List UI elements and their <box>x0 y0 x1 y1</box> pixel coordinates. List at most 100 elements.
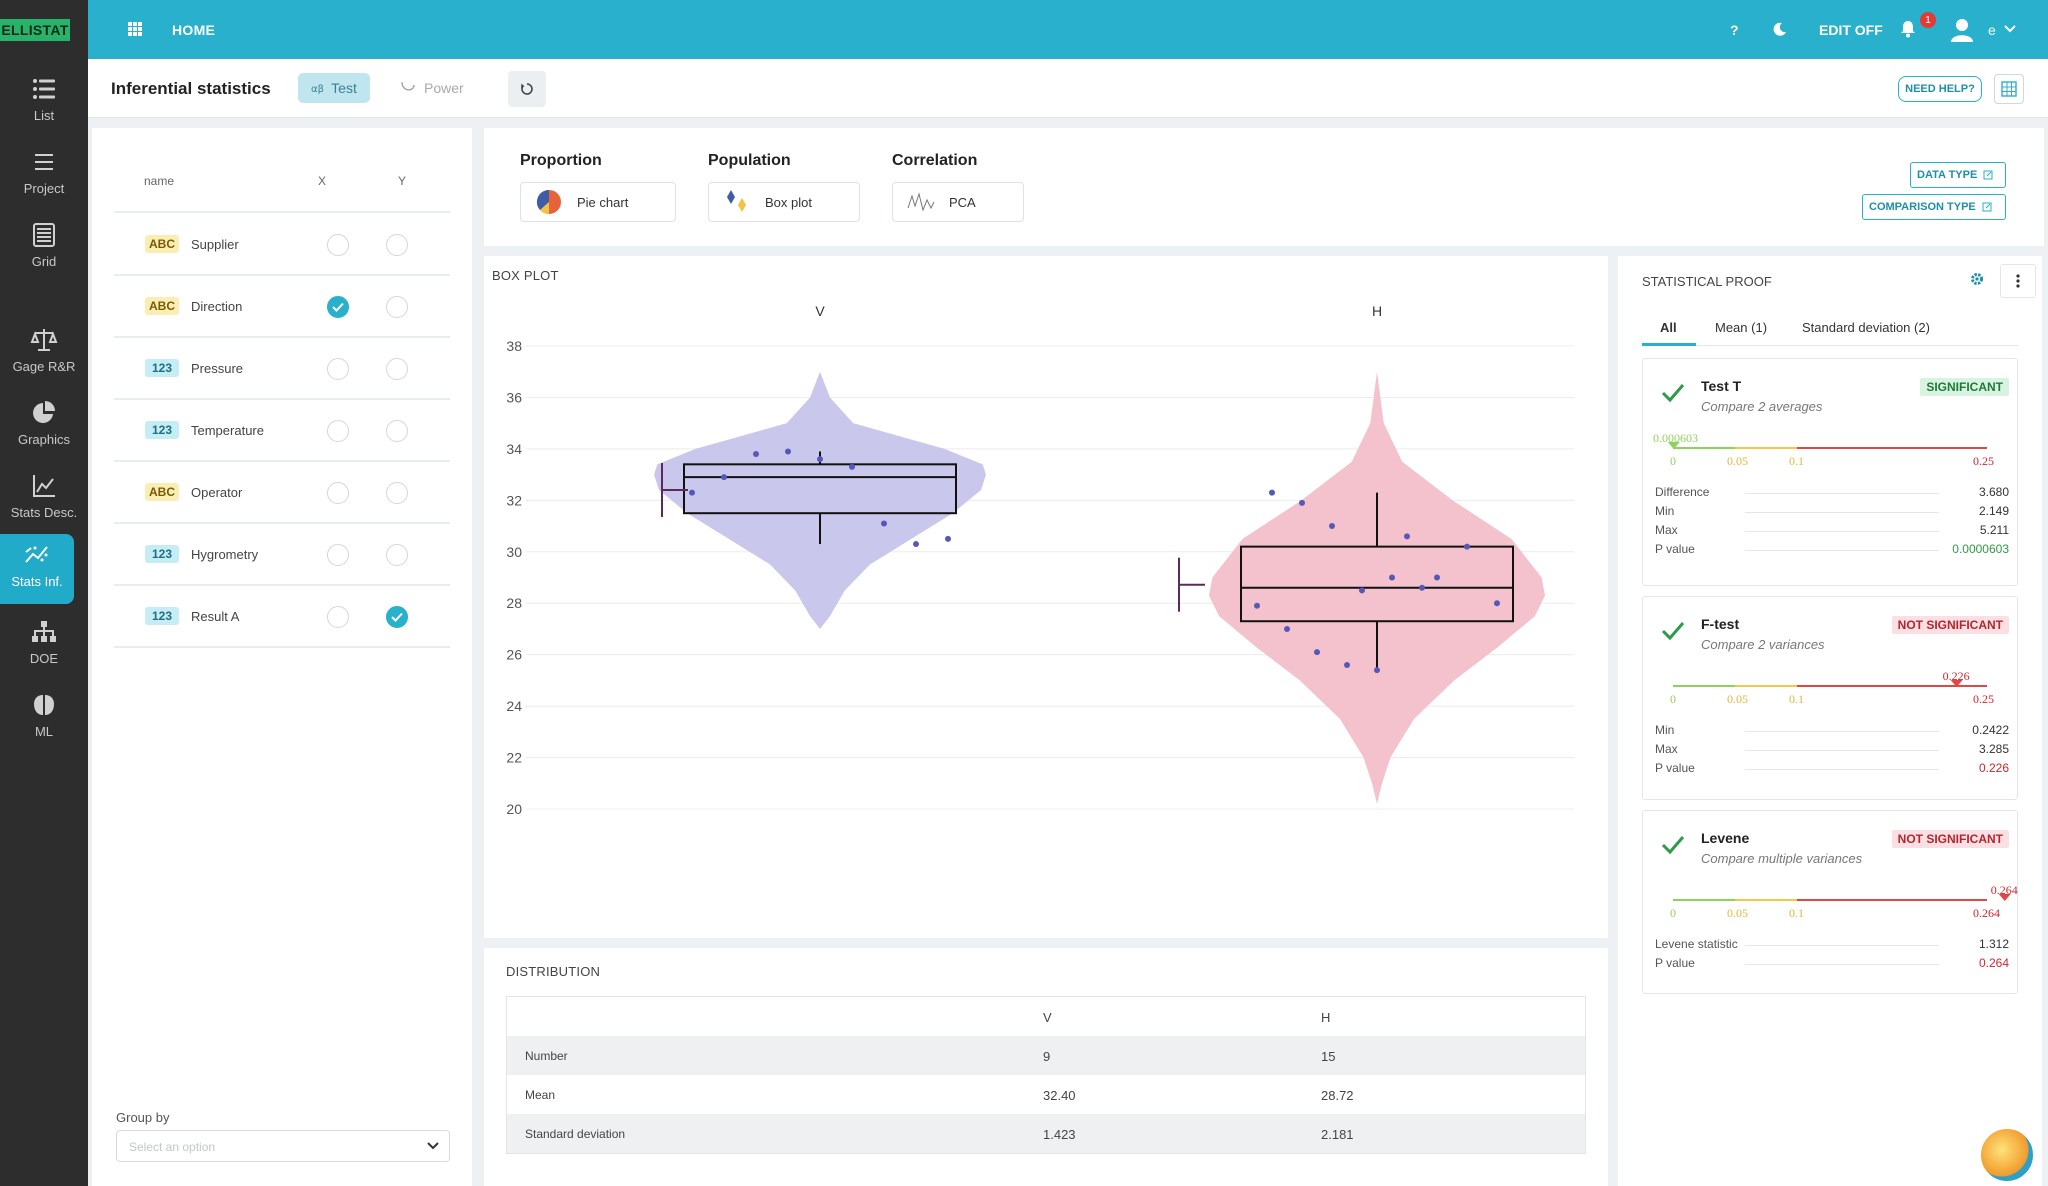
sidebar-item-graphics[interactable]: Graphics <box>0 392 88 462</box>
verdict-badge: SIGNIFICANT <box>1920 378 2009 396</box>
more-options-button[interactable] <box>2000 264 2036 298</box>
test-description: Compare 2 variances <box>1701 637 1825 652</box>
data-point <box>1494 600 1500 607</box>
tab-all[interactable]: All <box>1660 320 1677 335</box>
stat-line: Min 2.149 <box>1655 502 2009 520</box>
radio-y[interactable] <box>386 482 408 504</box>
variable-row[interactable]: ABC Operator <box>114 462 450 524</box>
assistant-avatar[interactable] <box>1979 1127 2035 1183</box>
radio-x[interactable] <box>327 606 349 628</box>
gauge-tick-label: 0.1 <box>1789 692 1804 706</box>
sidebar-item-project[interactable]: Project <box>0 141 88 211</box>
chevron-down-icon <box>427 1142 439 1150</box>
box-plot-chart[interactable]: 20 22 24 26 28 30 32 34 36 38 V H <box>484 256 1608 938</box>
stat-value: 0.0000603 <box>1952 542 2009 556</box>
variable-name: Hygrometry <box>191 547 259 562</box>
edit-toggle[interactable]: EDIT OFF <box>1819 21 1883 38</box>
variable-type-badge: 123 <box>145 421 179 439</box>
sidebar-item-list[interactable]: List <box>0 68 88 138</box>
sidebar: ELLISTAT List Project Grid Gage R&R Grap… <box>0 0 88 1186</box>
gauge-tick-label: 0.1 <box>1789 454 1804 468</box>
tab-power[interactable]: Power <box>400 73 464 103</box>
cell-h: 15 <box>1321 1049 1336 1064</box>
gauge-tick-label: 0.1 <box>1789 906 1804 920</box>
radio-y[interactable] <box>386 606 408 628</box>
radio-x[interactable] <box>327 358 349 380</box>
violin-V <box>654 371 986 629</box>
menu-icon <box>35 154 53 170</box>
sidebar-item-ml[interactable]: ML <box>0 684 88 754</box>
stat-line: P value 0.0000603 <box>1655 540 2009 558</box>
svg-text:αβ: αβ <box>311 84 324 94</box>
column-header-v: V <box>1043 1010 1052 1025</box>
y-tick-label: 32 <box>506 492 522 508</box>
y-tick-label: 34 <box>506 441 522 457</box>
group-by-label: Group by <box>116 1110 170 1125</box>
radio-y[interactable] <box>386 234 408 256</box>
data-point <box>1404 533 1410 540</box>
leader-line <box>1745 531 1939 532</box>
tab-mean[interactable]: Mean (1) <box>1715 320 1768 335</box>
ellistat-logo[interactable]: ELLISTAT <box>0 19 70 41</box>
box-plot-button[interactable]: Box plot <box>708 182 860 222</box>
gear-icon[interactable] <box>1970 272 1984 286</box>
chevron-down-icon[interactable] <box>2004 25 2016 33</box>
variable-row[interactable]: 123 Result A <box>114 586 450 648</box>
radio-y[interactable] <box>386 358 408 380</box>
variable-row[interactable]: ABC Supplier <box>114 214 450 276</box>
test-name: Test T <box>1701 378 1742 394</box>
apps-grid-icon[interactable] <box>126 20 144 38</box>
sidebar-item-gage-rr[interactable]: Gage R&R <box>0 319 88 389</box>
p-value-gauge <box>1673 680 1987 687</box>
user-icon[interactable] <box>1951 18 1973 42</box>
variable-name: Supplier <box>191 237 239 252</box>
data-point <box>1359 587 1365 594</box>
variable-row[interactable]: 123 Temperature <box>114 400 450 462</box>
leader-line <box>1745 964 1939 965</box>
test-card[interactable]: Levene Compare multiple variances NOT SIGN… <box>1642 810 2018 994</box>
table-view-button[interactable] <box>1994 74 2024 104</box>
check-icon <box>1661 384 1685 403</box>
bell-icon[interactable] <box>1900 20 1916 38</box>
data-point <box>1329 523 1335 530</box>
tab-test-label: Test <box>331 80 357 96</box>
radio-y[interactable] <box>386 544 408 566</box>
tab-standard-deviation[interactable]: Standard deviation (2) <box>1802 320 1930 335</box>
table-row: Mean 32.40 28.72 <box>507 1075 1585 1114</box>
sidebar-item-grid[interactable]: Grid <box>0 214 88 284</box>
test-card[interactable]: Test T Compare 2 averages SIGNIFICANT 0.000… <box>1642 358 2018 586</box>
tab-test[interactable]: αβ Test <box>298 73 370 103</box>
radio-x[interactable] <box>327 544 349 566</box>
radio-x[interactable] <box>327 234 349 256</box>
sidebar-item-doe[interactable]: DOE <box>0 611 88 681</box>
help-button[interactable]: ? <box>1730 21 1739 38</box>
moon-icon[interactable] <box>1772 21 1788 37</box>
test-card[interactable]: F-test Compare 2 variances NOT SIGNIFICANT… <box>1642 596 2018 800</box>
pie-chart-button[interactable]: Pie chart <box>520 182 676 222</box>
variable-row[interactable]: 123 Pressure <box>114 338 450 400</box>
data-point <box>1419 584 1425 591</box>
y-tick-label: 36 <box>506 389 522 405</box>
variable-row[interactable]: ABC Direction <box>114 276 450 338</box>
radio-x[interactable] <box>327 482 349 504</box>
sidebar-item-stats-inf[interactable]: Stats Inf. <box>0 534 74 604</box>
group-by-select[interactable]: Select an option <box>116 1130 450 1162</box>
radio-x[interactable] <box>327 420 349 442</box>
radio-y[interactable] <box>386 296 408 318</box>
test-description: Compare 2 averages <box>1701 399 1823 414</box>
home-link[interactable]: HOME <box>172 22 216 38</box>
sidebar-item-stats-desc[interactable]: Stats Desc. <box>0 465 88 535</box>
user-initial[interactable]: e <box>1988 21 1996 38</box>
y-tick-label: 26 <box>506 647 522 663</box>
row-label: Mean <box>525 1088 556 1102</box>
gauge-tick-label: 0 <box>1670 906 1676 920</box>
comparison-type-button[interactable]: COMPARISON TYPE <box>1862 194 2006 220</box>
variable-row[interactable]: 123 Hygrometry <box>114 524 450 586</box>
radio-x[interactable] <box>327 296 349 318</box>
data-type-button[interactable]: DATA TYPE <box>1910 162 2006 188</box>
pca-button[interactable]: PCA <box>892 182 1024 222</box>
reset-button[interactable] <box>508 71 546 107</box>
radio-y[interactable] <box>386 420 408 442</box>
need-help-button[interactable]: NEED HELP? <box>1898 76 1982 102</box>
gauge-tick-label: 0 <box>1670 692 1676 706</box>
